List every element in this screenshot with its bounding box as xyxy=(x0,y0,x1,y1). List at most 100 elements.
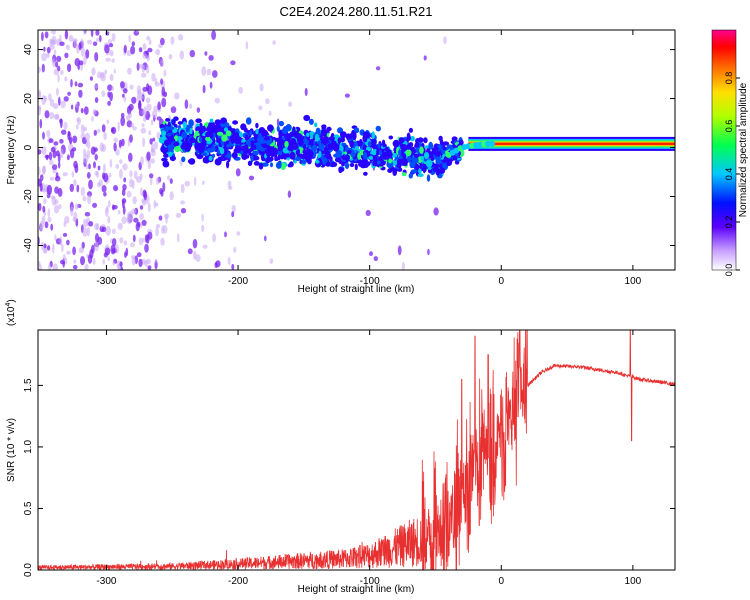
noise-speck xyxy=(180,183,185,194)
noise-speck xyxy=(151,110,158,118)
spectrogram-band xyxy=(158,114,465,182)
noise-speck xyxy=(215,260,221,268)
noise-speck xyxy=(276,118,280,127)
noise-speck xyxy=(96,170,100,178)
band-speck xyxy=(314,134,320,142)
noise-speck xyxy=(169,191,174,201)
noise-speck xyxy=(96,223,99,231)
noise-speck xyxy=(99,142,105,152)
band-speck xyxy=(397,160,402,169)
noise-speck xyxy=(51,164,58,170)
band-speck xyxy=(270,162,273,168)
noise-speck xyxy=(122,93,125,98)
noise-speck xyxy=(117,222,123,230)
noise-speck xyxy=(80,107,84,114)
band-speck xyxy=(258,162,264,170)
noise-speck xyxy=(92,202,98,208)
band-speck xyxy=(352,132,357,140)
band-speck xyxy=(362,151,368,160)
noise-speck xyxy=(49,159,54,166)
snr-xtick-label: -300 xyxy=(96,576,116,587)
band-speck xyxy=(388,135,394,140)
band-speck xyxy=(409,161,416,168)
noise-speck xyxy=(155,176,160,185)
noise-speck xyxy=(142,53,148,59)
noise-speck xyxy=(57,65,61,72)
band-speck xyxy=(447,158,452,166)
band-speck xyxy=(406,143,411,150)
noise-speck xyxy=(47,245,51,251)
spec-ytick-label: 20 xyxy=(23,93,34,105)
noise-speck xyxy=(146,103,152,111)
noise-speck xyxy=(74,81,78,87)
noise-speck xyxy=(128,103,134,111)
noise-speck xyxy=(151,72,156,82)
noise-speck xyxy=(101,226,107,233)
band-speck xyxy=(238,136,242,142)
noise-speck xyxy=(83,55,87,66)
noise-speck xyxy=(95,233,99,243)
noise-speck xyxy=(208,55,214,61)
band-speck xyxy=(194,143,200,151)
band-speck xyxy=(274,153,278,161)
noise-speck xyxy=(63,121,68,130)
noise-speck xyxy=(180,207,187,214)
band-speck xyxy=(169,155,176,161)
noise-speck xyxy=(141,219,147,226)
band-speck xyxy=(219,147,225,155)
band-speck xyxy=(309,131,315,136)
noise-speck xyxy=(139,63,144,69)
noise-speck xyxy=(142,43,147,50)
noise-speck xyxy=(139,173,143,180)
band-speck xyxy=(371,131,376,140)
noise-speck xyxy=(136,93,140,102)
band-speck xyxy=(195,118,202,123)
noise-speck xyxy=(38,202,42,212)
noise-speck xyxy=(120,116,126,127)
colorbar-tick-label: 0.2 xyxy=(724,216,734,229)
noise-speck xyxy=(64,76,68,82)
noise-speck xyxy=(41,52,47,62)
noise-speck xyxy=(149,138,153,145)
noise-speck xyxy=(401,261,405,270)
noise-speck xyxy=(41,146,47,155)
band-speck xyxy=(260,139,267,144)
band-speck xyxy=(301,159,307,165)
noise-speck xyxy=(50,146,56,153)
noise-speck xyxy=(83,126,88,132)
noise-speck xyxy=(94,241,99,252)
noise-speck xyxy=(72,135,78,144)
snr-xlabel: Height of straight line (km) xyxy=(298,584,415,595)
noise-speck xyxy=(139,213,145,220)
noise-speck xyxy=(119,261,123,267)
noise-speck xyxy=(38,149,42,155)
band-speck xyxy=(247,160,253,166)
noise-speck xyxy=(117,209,121,215)
noise-speck xyxy=(92,108,97,115)
band-speck xyxy=(384,146,390,152)
noise-speck xyxy=(66,154,70,161)
noise-speck xyxy=(135,30,140,33)
noise-speck xyxy=(51,58,55,65)
noise-speck xyxy=(140,187,143,196)
band-speck xyxy=(423,152,430,159)
band-speck xyxy=(206,148,211,153)
noise-speck xyxy=(161,97,167,108)
band-speck xyxy=(168,126,175,131)
band-speck xyxy=(382,153,390,160)
band-speck xyxy=(226,160,230,169)
band-speck xyxy=(240,123,247,131)
band-speck xyxy=(253,161,260,166)
noise-speck xyxy=(144,234,148,243)
band-speck xyxy=(410,147,416,156)
noise-speck xyxy=(57,153,61,163)
noise-speck xyxy=(123,96,127,102)
spec-xtick-label: -200 xyxy=(228,276,248,287)
spec-xtick-label: -100 xyxy=(360,276,380,287)
band-speck xyxy=(406,135,411,141)
band-speck xyxy=(443,156,449,163)
noise-speck xyxy=(162,182,166,193)
noise-speck xyxy=(43,95,48,102)
band-speck xyxy=(308,118,314,125)
band-speck xyxy=(435,158,442,165)
